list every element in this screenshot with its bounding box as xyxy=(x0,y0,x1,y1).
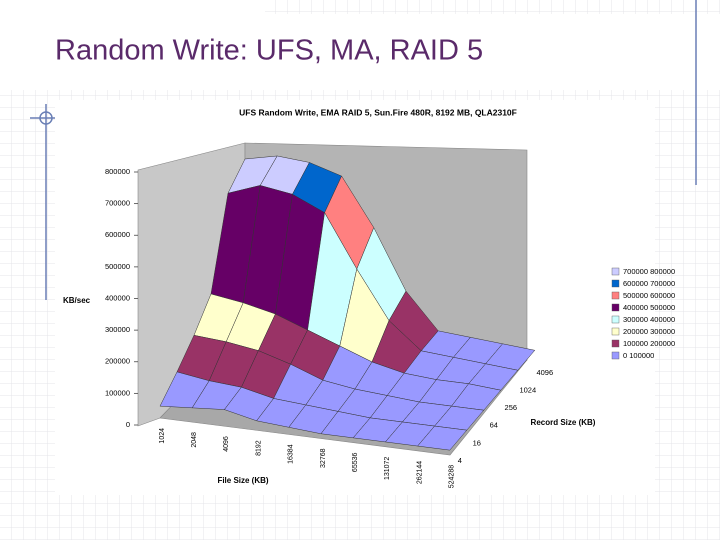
x-tick-label: 131072 xyxy=(384,457,391,480)
z-tick-label: 600000 xyxy=(105,230,130,239)
legend-label: 100000 200000 xyxy=(623,339,675,348)
x-tick-label: 262144 xyxy=(416,461,423,484)
z-tick-label: 200000 xyxy=(105,357,130,366)
x-axis-label: File Size (KB) xyxy=(217,476,268,485)
legend-swatch xyxy=(611,291,620,300)
legend-label: 200000 300000 xyxy=(623,327,675,336)
legend-label: 500000 600000 xyxy=(623,291,675,300)
legend-swatch xyxy=(611,315,620,324)
legend-swatch xyxy=(611,339,620,348)
legend-label: 700000 800000 xyxy=(623,267,675,276)
legend-label: 600000 700000 xyxy=(623,279,675,288)
legend-swatch xyxy=(611,267,620,276)
y-tick-label: 1024 xyxy=(519,385,536,394)
legend-label: 400000 500000 xyxy=(623,303,675,312)
z-tick-label: 400000 xyxy=(105,293,130,302)
surface xyxy=(159,155,536,451)
legend-swatch xyxy=(611,351,620,360)
x-tick-label: 8192 xyxy=(255,440,262,456)
z-tick-label: 0 xyxy=(126,420,130,429)
x-tick-label: 4096 xyxy=(223,436,230,452)
surface-cell xyxy=(417,425,468,451)
z-tick-label: 800000 xyxy=(105,167,130,176)
decor-circle xyxy=(39,111,53,125)
legend-swatch xyxy=(611,327,620,336)
z-tick-label: 500000 xyxy=(105,262,130,271)
x-tick-label: 65536 xyxy=(352,452,359,472)
z-tick-label: 700000 xyxy=(105,199,130,208)
legend-swatch xyxy=(611,303,620,312)
x-tick-label: 32768 xyxy=(320,448,327,468)
legend-swatch xyxy=(611,279,620,288)
y-tick-label: 4096 xyxy=(536,368,553,377)
x-tick-label: 2048 xyxy=(191,432,198,448)
legend-label: 300000 400000 xyxy=(623,315,675,324)
top-decoration xyxy=(265,0,720,14)
z-tick-label: 300000 xyxy=(105,325,130,334)
y-tick-label: 64 xyxy=(490,421,498,430)
chart-title: UFS Random Write, EMA RAID 5, Sun.Fire 4… xyxy=(239,107,517,117)
y-axis-label: Record Size (KB) xyxy=(531,418,596,427)
slide-title: Random Write: UFS, MA, RAID 5 xyxy=(55,35,483,67)
x-tick-label: 1024 xyxy=(159,428,166,444)
y-tick-label: 4 xyxy=(458,456,462,465)
y-tick-label: 16 xyxy=(473,438,481,447)
y-tick-label: 256 xyxy=(505,403,518,412)
x-tick-label: 16384 xyxy=(288,444,295,464)
z-axis-label: KB/sec xyxy=(63,296,91,305)
z-tick-label: 100000 xyxy=(105,388,130,397)
x-tick-label: 524288 xyxy=(449,465,456,488)
legend-label: 0 100000 xyxy=(623,351,654,360)
